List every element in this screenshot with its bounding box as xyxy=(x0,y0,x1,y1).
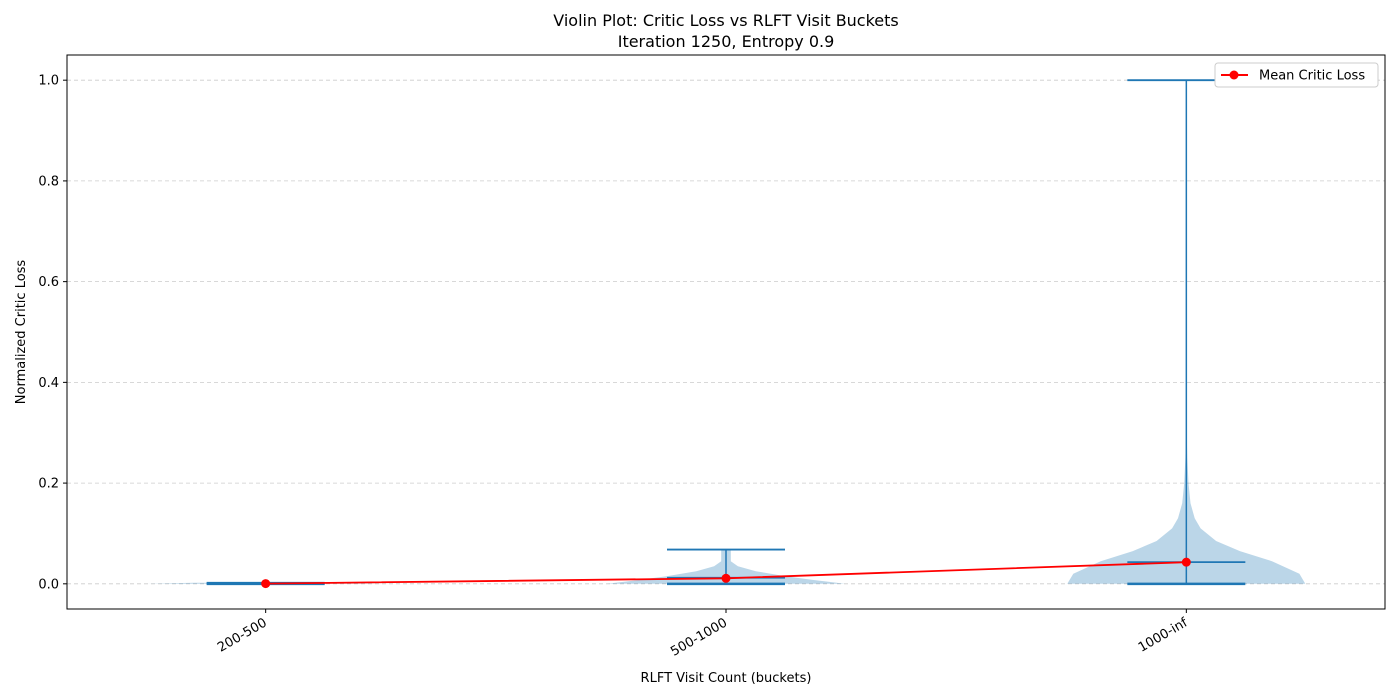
y-tick-label: 0.4 xyxy=(38,376,59,391)
y-tick-label: 0.8 xyxy=(38,174,59,189)
mean-point-500-1000 xyxy=(721,573,731,583)
legend-marker-swatch xyxy=(1229,70,1239,80)
y-tick-label: 1.0 xyxy=(38,74,59,89)
mean-point-200-500 xyxy=(261,579,271,589)
x-axis: 200-500 500-1000 1000-inf xyxy=(215,609,1191,660)
chart-subtitle: Iteration 1250, Entropy 0.9 xyxy=(618,32,835,51)
mean-series-layer xyxy=(261,557,1191,589)
y-tick-label: 0.2 xyxy=(38,477,59,492)
y-axis: 0.0 0.2 0.4 0.6 0.8 1.0 xyxy=(38,74,67,592)
x-tick-label-500-1000: 500-1000 xyxy=(668,615,730,659)
x-tick-label-1000-inf: 1000-inf xyxy=(1136,615,1191,655)
chart-title: Violin Plot: Critic Loss vs RLFT Visit B… xyxy=(553,11,899,30)
legend-label: Mean Critic Loss xyxy=(1259,69,1365,84)
whisker-layer xyxy=(206,79,1246,586)
mean-point-1000-inf xyxy=(1181,557,1191,567)
x-axis-title: RLFT Visit Count (buckets) xyxy=(641,671,812,686)
y-tick-label: 0.0 xyxy=(38,577,59,592)
y-tick-label: 0.6 xyxy=(38,275,59,290)
x-tick-label-200-500: 200-500 xyxy=(215,615,270,655)
legend: Mean Critic Loss xyxy=(1214,62,1379,88)
legend-box xyxy=(1214,62,1379,88)
y-axis-title: Normalized Critic Loss xyxy=(14,260,29,405)
